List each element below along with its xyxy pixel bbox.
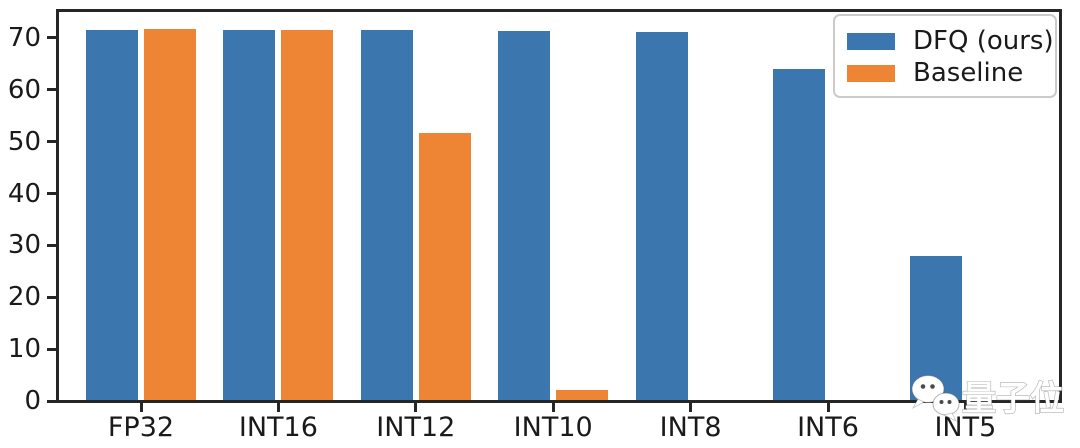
y-axis-tick bbox=[47, 88, 56, 92]
y-axis-tick bbox=[47, 192, 56, 196]
x-axis-tick bbox=[963, 403, 967, 412]
x-axis-tick bbox=[826, 403, 830, 412]
legend-swatch-dfq bbox=[847, 32, 895, 50]
bar-dfq-ours-int6 bbox=[773, 69, 825, 401]
legend-label-baseline: Baseline bbox=[913, 58, 1024, 88]
y-tick-label: 70 bbox=[7, 22, 41, 53]
legend-swatch-baseline bbox=[847, 64, 895, 82]
y-tick-label: 30 bbox=[7, 230, 41, 261]
y-tick-label: 50 bbox=[7, 126, 41, 157]
bar-baseline-int12 bbox=[418, 132, 471, 401]
y-tick-label: 40 bbox=[7, 178, 41, 209]
legend-label-dfq: DFQ (ours) bbox=[913, 26, 1054, 56]
bar-dfq-ours-int16 bbox=[223, 30, 276, 401]
y-axis-tick bbox=[47, 295, 56, 299]
y-axis-tick bbox=[47, 399, 56, 403]
x-tick-label: INT16 bbox=[238, 412, 318, 443]
bar-dfq-ours-int5 bbox=[910, 255, 963, 401]
chart-legend: DFQ (ours) Baseline bbox=[833, 14, 1057, 98]
x-axis-tick bbox=[139, 403, 143, 412]
bar-baseline-int10 bbox=[556, 390, 609, 401]
legend-entry-baseline: Baseline bbox=[847, 57, 1055, 89]
x-axis-tick bbox=[551, 403, 555, 412]
y-tick-label: 0 bbox=[24, 386, 41, 416]
bar-baseline-int16 bbox=[281, 29, 334, 401]
bar-dfq-ours-int12 bbox=[360, 30, 413, 401]
y-axis-tick bbox=[47, 243, 56, 247]
x-tick-label: FP32 bbox=[107, 412, 175, 443]
y-tick-label: 10 bbox=[7, 334, 41, 365]
y-tick-label: 20 bbox=[7, 282, 41, 313]
x-axis-tick bbox=[689, 403, 693, 412]
y-axis-tick bbox=[47, 140, 56, 144]
bar-baseline-fp32 bbox=[144, 29, 196, 401]
x-tick-label: INT8 bbox=[659, 412, 722, 443]
bar-dfq-ours-int10 bbox=[498, 31, 551, 401]
x-tick-label: INT12 bbox=[376, 412, 456, 443]
y-axis-tick bbox=[47, 36, 56, 40]
x-tick-label: INT10 bbox=[513, 412, 593, 443]
legend-entry-dfq: DFQ (ours) bbox=[847, 25, 1055, 57]
bar-dfq-ours-fp32 bbox=[86, 30, 138, 401]
x-axis-tick bbox=[276, 403, 280, 412]
bar-dfq-ours-int8 bbox=[635, 32, 688, 401]
x-tick-label: INT6 bbox=[797, 412, 859, 443]
x-tick-label: INT5 bbox=[934, 412, 997, 443]
y-axis-tick bbox=[47, 347, 56, 351]
x-axis-tick bbox=[414, 403, 418, 412]
y-tick-label: 60 bbox=[7, 74, 41, 105]
